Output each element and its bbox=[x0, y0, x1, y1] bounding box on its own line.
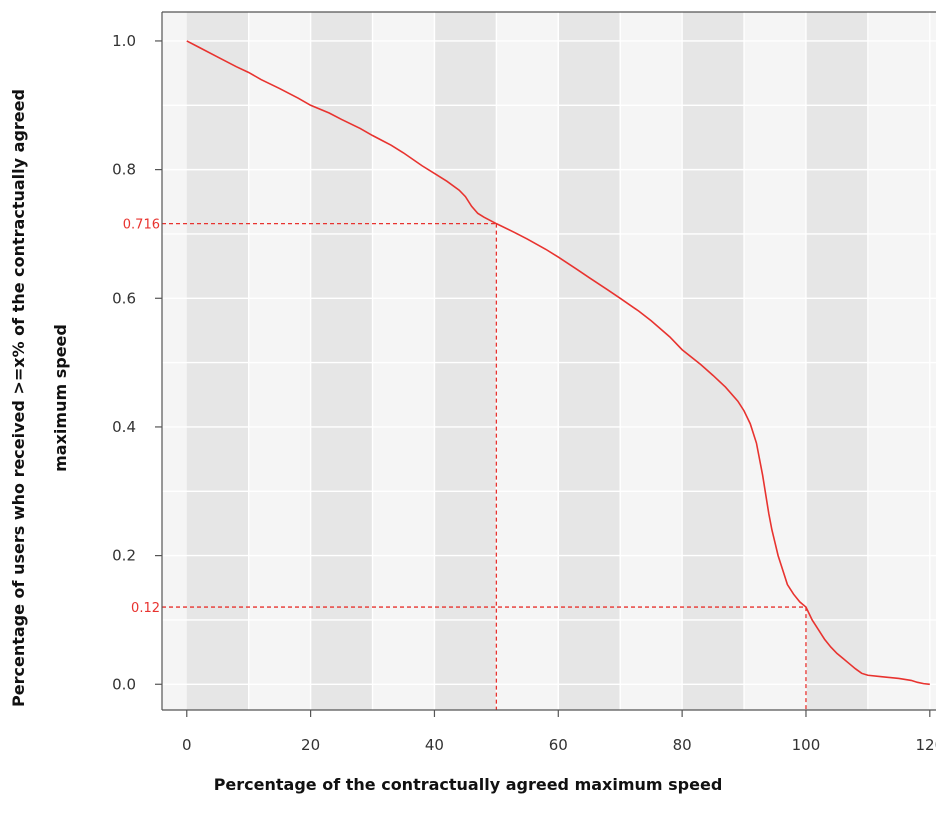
x-tick-label: 40 bbox=[425, 736, 444, 754]
shaded-band bbox=[310, 12, 373, 710]
y-tick-label: 0.2 bbox=[112, 547, 136, 565]
x-tick-label: 60 bbox=[549, 736, 568, 754]
y-axis-title-line1: Percentage of users who received >=x% of… bbox=[9, 89, 28, 707]
shaded-band bbox=[805, 12, 868, 710]
x-tick-label: 20 bbox=[301, 736, 320, 754]
series-line bbox=[186, 40, 930, 686]
y-tick-label: 0.0 bbox=[112, 675, 136, 693]
reference-lines bbox=[162, 223, 807, 710]
x-tick-label: 80 bbox=[673, 736, 692, 754]
x-axis-title: Percentage of the contractually agreed m… bbox=[214, 775, 723, 794]
shaded-band bbox=[434, 12, 497, 710]
y-axis-title-line2: maximum speed bbox=[51, 324, 70, 472]
shaded-band bbox=[558, 12, 621, 710]
grid-lines bbox=[162, 12, 936, 710]
reference-label: 0.716 bbox=[123, 218, 160, 233]
x-tick-label: 100 bbox=[792, 736, 821, 754]
axis-ticks: 0.0 0.2 0.4 0.6 0.8 1.0 0 20 40 60 80 100 120 bbox=[112, 32, 936, 754]
plot-frame bbox=[161, 11, 936, 711]
reference-label: 0.12 bbox=[131, 601, 160, 616]
shaded-band bbox=[186, 12, 249, 710]
y-tick-label: 0.4 bbox=[112, 418, 136, 436]
shaded-band bbox=[682, 12, 745, 710]
background-bands bbox=[162, 12, 936, 710]
x-tick-label: 0 bbox=[182, 736, 192, 754]
y-tick-label: 1.0 bbox=[112, 32, 136, 50]
y-tick-label: 0.8 bbox=[112, 161, 136, 179]
x-tick-label: 120 bbox=[915, 736, 936, 754]
y-tick-label: 0.6 bbox=[112, 289, 136, 307]
reference-labels: 0.716 0.12 bbox=[123, 218, 160, 616]
